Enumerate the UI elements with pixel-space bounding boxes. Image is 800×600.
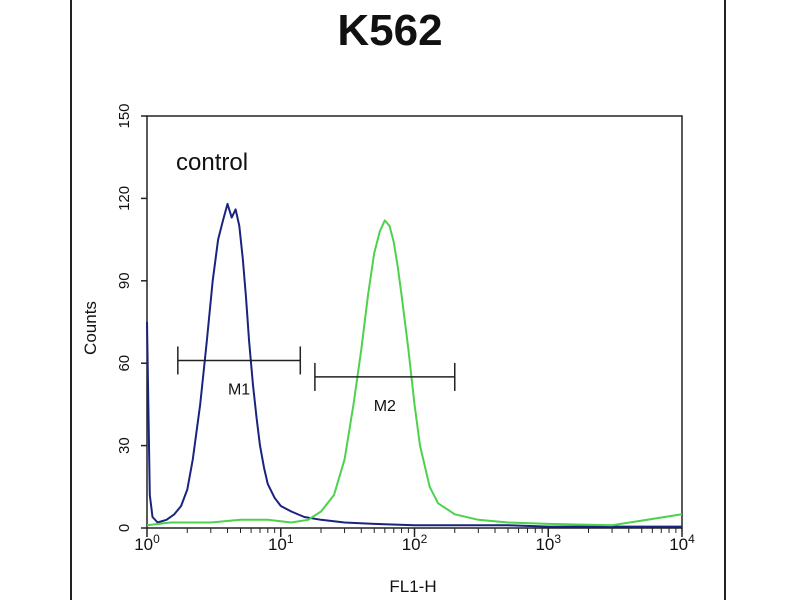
- plot-border: [146, 115, 683, 529]
- y-tick-label: 0: [116, 524, 133, 532]
- y-tick-label: 60: [116, 355, 133, 372]
- chart-frame: [70, 0, 726, 600]
- y-tick-label: 120: [116, 186, 133, 211]
- y-tick-label: 30: [116, 437, 133, 454]
- x-tick-label: 104: [669, 532, 695, 554]
- y-axis-label: Counts: [81, 301, 100, 355]
- x-tick-label: 103: [535, 532, 561, 554]
- y-tick-label: 150: [116, 103, 133, 128]
- series-line-1: [146, 202, 682, 528]
- series-line-2: [146, 219, 683, 527]
- x-axis-label: FL1-H: [389, 577, 436, 596]
- m1-marker-label: M1: [228, 381, 250, 398]
- chart-title: K562: [337, 6, 443, 55]
- m2-marker-label: M2: [374, 398, 396, 415]
- x-tick-label: 101: [268, 532, 294, 554]
- x-tick-label: 100: [134, 532, 160, 554]
- x-tick-label: 102: [402, 532, 428, 554]
- y-tick-label: 90: [116, 272, 133, 289]
- plot-area: 0 30 60 90 120 150 100 101 102 103 104 M1 M2: [116, 103, 695, 554]
- control-annotation: control: [176, 149, 248, 176]
